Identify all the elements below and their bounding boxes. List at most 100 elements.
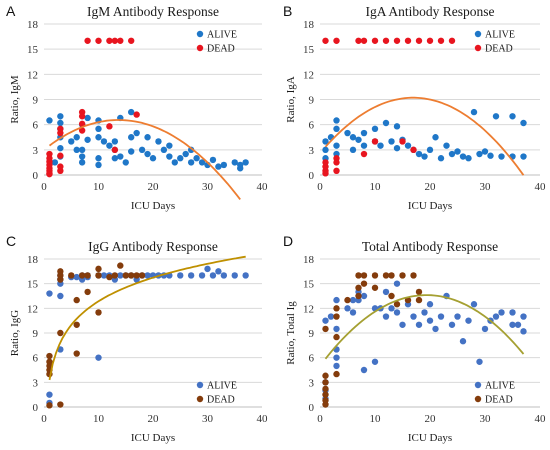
data-point xyxy=(78,113,86,120)
data-point xyxy=(51,159,59,166)
x-tick-label: 40 xyxy=(257,413,269,425)
x-tick-label: 20 xyxy=(425,413,437,425)
data-point xyxy=(242,159,249,166)
data-point xyxy=(344,305,351,312)
panel-c: 0 3 6 9 12 15 18 0 10 20 30 40 IgG Antibody Response… xyxy=(6,233,268,444)
data-point xyxy=(404,37,412,44)
data-point xyxy=(73,146,80,154)
data-point xyxy=(128,272,135,279)
y-tick-label: 12 xyxy=(27,303,38,315)
data-point xyxy=(144,134,151,141)
data-point xyxy=(421,309,428,316)
data-point xyxy=(371,37,379,44)
data-point xyxy=(481,325,489,333)
data-point xyxy=(46,170,53,178)
data-point xyxy=(333,333,340,341)
data-point xyxy=(84,114,91,122)
series-alive xyxy=(322,108,527,162)
data-point xyxy=(204,265,211,273)
data-point xyxy=(454,148,461,155)
data-point xyxy=(349,309,357,316)
data-point xyxy=(84,288,91,296)
data-point xyxy=(68,138,75,145)
data-point xyxy=(470,301,478,308)
panel-letter: B xyxy=(283,3,292,19)
y-tick-label: 9 xyxy=(33,95,39,107)
data-point xyxy=(155,138,162,145)
data-point xyxy=(117,153,124,160)
data-point xyxy=(322,138,329,145)
legend-marker xyxy=(196,30,204,38)
y-tick-label: 3 xyxy=(309,145,315,157)
data-point xyxy=(333,125,340,133)
data-point xyxy=(78,120,86,128)
data-point xyxy=(426,317,434,324)
x-axis-label: ICU Days xyxy=(408,432,452,444)
data-point xyxy=(128,108,135,116)
series-dead xyxy=(322,37,456,177)
legend-label: DEAD xyxy=(207,395,235,406)
data-point xyxy=(106,123,113,130)
data-point xyxy=(476,150,483,158)
legend-label: DEAD xyxy=(485,44,513,55)
x-tick-label: 10 xyxy=(93,181,105,193)
data-point xyxy=(399,272,406,279)
y-tick-label: 3 xyxy=(309,377,315,389)
data-point xyxy=(426,301,434,308)
y-tick-label: 15 xyxy=(27,44,39,56)
data-point xyxy=(84,272,91,279)
data-point xyxy=(393,37,401,44)
data-point xyxy=(78,153,86,160)
data-point xyxy=(333,362,340,370)
data-point xyxy=(393,280,401,287)
data-point xyxy=(355,292,362,300)
data-point xyxy=(360,280,368,287)
y-tick-label: 3 xyxy=(33,145,39,157)
data-point xyxy=(322,372,329,379)
y-tick-label: 9 xyxy=(33,328,39,340)
y-tick-label: 15 xyxy=(303,279,315,291)
data-point xyxy=(382,313,390,320)
data-point xyxy=(122,159,129,166)
data-point xyxy=(448,150,456,158)
data-point xyxy=(360,142,368,149)
data-point xyxy=(46,290,53,297)
data-point xyxy=(393,301,401,308)
x-tick-label: 40 xyxy=(535,181,547,193)
data-point xyxy=(322,146,329,154)
x-tick-label: 0 xyxy=(317,413,323,425)
data-point xyxy=(57,113,64,120)
data-point xyxy=(73,296,80,304)
data-point xyxy=(333,354,340,361)
data-point xyxy=(138,272,146,279)
data-point xyxy=(78,127,86,134)
data-point xyxy=(95,265,102,273)
panel-title: IgA Antibody Response xyxy=(365,4,494,19)
data-point xyxy=(333,167,340,175)
data-point xyxy=(454,313,461,320)
x-tick-label: 10 xyxy=(370,181,382,193)
legend-label: ALIVE xyxy=(207,381,237,392)
data-point xyxy=(465,317,472,324)
data-point xyxy=(344,296,351,304)
data-point xyxy=(333,313,340,320)
data-point xyxy=(46,352,53,360)
x-tick-label: 30 xyxy=(202,413,214,425)
data-point xyxy=(78,159,86,166)
data-point xyxy=(46,402,53,409)
data-point xyxy=(426,146,434,154)
data-point xyxy=(448,321,456,328)
data-point xyxy=(415,37,423,44)
data-point xyxy=(95,161,102,169)
data-point xyxy=(333,370,340,378)
data-point xyxy=(84,136,91,143)
data-point xyxy=(177,272,184,279)
panel-letter: D xyxy=(283,233,293,249)
data-point xyxy=(220,161,228,169)
data-point xyxy=(520,313,527,320)
data-point xyxy=(410,313,417,320)
data-point xyxy=(382,37,390,44)
data-point xyxy=(73,273,80,281)
data-point xyxy=(322,379,329,386)
data-point xyxy=(459,153,467,160)
